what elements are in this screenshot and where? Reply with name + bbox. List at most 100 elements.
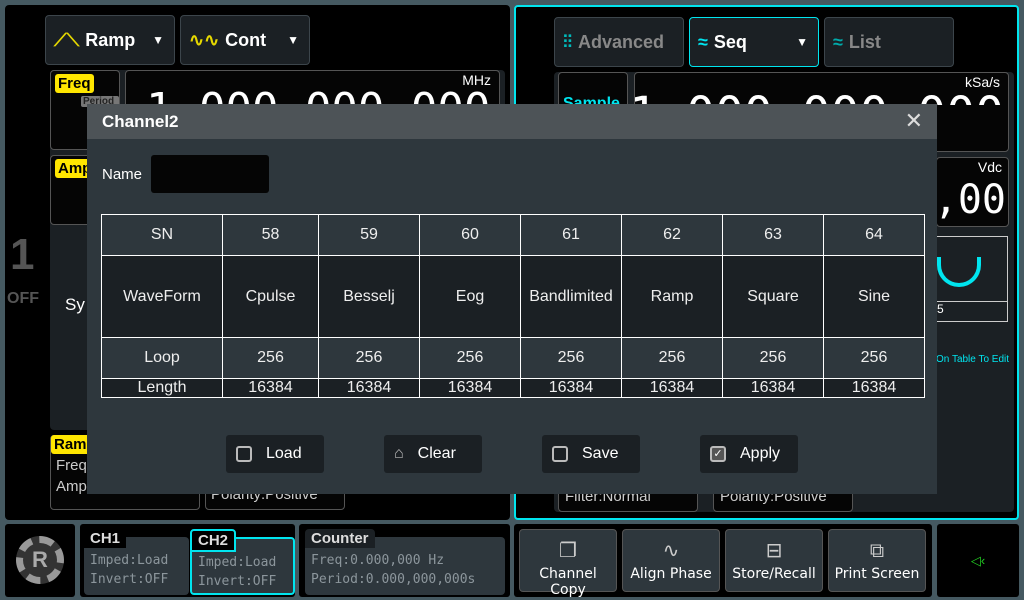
print-screen-button[interactable]: ⧉ Print Screen bbox=[828, 529, 926, 592]
table-cell[interactable]: Besselj bbox=[318, 255, 420, 338]
channel2-dialog: Channel2 ✕ Name SN 58 59 60 61 62 63 64 WaveForm C… bbox=[87, 104, 937, 494]
table-cell[interactable]: 16384 bbox=[222, 378, 319, 398]
offset-value: 0,00 bbox=[936, 178, 1006, 222]
counter-period: Period:0.000,000,000s bbox=[311, 572, 476, 587]
load-icon bbox=[236, 446, 252, 462]
print-screen-label: Print Screen bbox=[834, 566, 920, 582]
table-cell[interactable]: 256 bbox=[621, 337, 723, 379]
clear-button[interactable]: ⌂ Clear bbox=[384, 435, 482, 473]
row-header-cell: WaveForm bbox=[101, 255, 223, 338]
table-cell[interactable]: Eog bbox=[419, 255, 521, 338]
table-cell[interactable]: 16384 bbox=[823, 378, 925, 398]
table-cell[interactable]: Ramp bbox=[621, 255, 723, 338]
list-label: List bbox=[848, 31, 881, 52]
close-icon[interactable]: ✕ bbox=[904, 108, 923, 133]
row-header-cell: Loop bbox=[101, 337, 223, 379]
sample-unit: kSa/s bbox=[964, 74, 1000, 90]
channel-state[interactable]: OFF bbox=[7, 290, 39, 307]
ch1-imped: Imped:Load bbox=[90, 553, 169, 568]
ch2-tag: CH2 bbox=[190, 529, 237, 552]
table-cell[interactable]: Square bbox=[722, 255, 824, 338]
ch2-status[interactable]: CH2 Imped:Load Invert:OFF bbox=[190, 529, 295, 595]
table-cell[interactable]: 61 bbox=[520, 214, 622, 256]
align-phase-label: Align Phase bbox=[630, 566, 712, 582]
clear-label: Clear bbox=[417, 445, 456, 462]
store-recall-label: Store/Recall bbox=[732, 566, 816, 582]
table-row[interactable]: Loop 256 256 256 256 256 256 256 bbox=[101, 337, 925, 379]
seq-tab[interactable]: ≈ Seq ▼ bbox=[689, 17, 819, 67]
counter-freq: Freq:0.000,000 Hz bbox=[311, 553, 445, 568]
list-tab[interactable]: ≈ List bbox=[824, 17, 954, 67]
table-cell[interactable]: 16384 bbox=[722, 378, 824, 398]
load-label: Load bbox=[266, 445, 302, 462]
ch1-tag: CH1 bbox=[84, 529, 127, 548]
save-button[interactable]: Save bbox=[542, 435, 640, 473]
ch1-status[interactable]: CH1 Imped:Load Invert:OFF bbox=[84, 529, 189, 595]
broom-icon: ⌂ bbox=[394, 445, 404, 462]
table-cell[interactable]: 64 bbox=[823, 214, 925, 256]
mode-select[interactable]: ∿∿ Cont ▼ bbox=[180, 15, 310, 65]
store-recall-button[interactable]: ⊟ Store/Recall bbox=[725, 529, 823, 592]
gear-logo-icon: R bbox=[16, 536, 64, 584]
table-cell[interactable]: Sine bbox=[823, 255, 925, 338]
checkbox-icon: ✓ bbox=[710, 446, 726, 462]
table-cell[interactable]: 16384 bbox=[520, 378, 622, 398]
align-phase-button[interactable]: ∿ Align Phase bbox=[622, 529, 720, 592]
amp-label: Amp bbox=[55, 159, 95, 178]
logo[interactable]: R bbox=[5, 524, 75, 597]
table-cell[interactable]: 256 bbox=[318, 337, 420, 379]
edit-hint: On Table To Edit bbox=[936, 354, 1010, 365]
list-wave-icon: ≈ bbox=[833, 31, 843, 52]
table-cell[interactable]: 63 bbox=[722, 214, 824, 256]
table-cell[interactable]: 256 bbox=[722, 337, 824, 379]
table-row[interactable]: SN 58 59 60 61 62 63 64 bbox=[101, 214, 925, 256]
advanced-tab[interactable]: ⫶⫶ Advanced bbox=[554, 17, 684, 67]
dialog-header: Channel2 ✕ bbox=[87, 104, 937, 139]
waveform-select[interactable]: ⟋⟍ Ramp ▼ bbox=[45, 15, 175, 65]
table-cell[interactable]: 60 bbox=[419, 214, 521, 256]
name-input[interactable] bbox=[151, 155, 269, 193]
info-freq: Freq: bbox=[56, 457, 92, 474]
offset-display[interactable]: Vdc 0,00 bbox=[936, 157, 1009, 227]
apply-button[interactable]: ✓ Apply bbox=[700, 435, 798, 473]
table-cell[interactable]: 256 bbox=[222, 337, 319, 379]
load-button[interactable]: Load bbox=[226, 435, 324, 473]
phase-wave-icon: ∿ bbox=[662, 538, 680, 562]
sample-value: 1,000,000,000 bbox=[635, 91, 1004, 105]
counter-box: Counter Freq:0.000,000 Hz Period:0.000,000… bbox=[305, 529, 505, 595]
table-cell[interactable]: 256 bbox=[419, 337, 521, 379]
table-cell[interactable]: 16384 bbox=[318, 378, 420, 398]
dropdown-arrow-icon: ▼ bbox=[287, 33, 299, 47]
dropdown-arrow-icon: ▼ bbox=[152, 33, 164, 47]
name-label: Name bbox=[102, 166, 143, 183]
ch2-imped: Imped:Load bbox=[198, 555, 277, 570]
inbox-icon: ⊟ bbox=[765, 538, 783, 562]
seq-wave-icon: ≈ bbox=[698, 31, 708, 52]
save-label: Save bbox=[582, 445, 619, 462]
apply-label: Apply bbox=[740, 445, 781, 462]
table-cell[interactable]: 256 bbox=[520, 337, 622, 379]
table-cell[interactable]: 59 bbox=[318, 214, 420, 256]
ramp-wave-icon: ⟋⟍ bbox=[54, 29, 80, 50]
advanced-label: Advanced bbox=[578, 31, 665, 52]
channel-number: 1 bbox=[10, 230, 35, 279]
table-cell[interactable]: 16384 bbox=[621, 378, 723, 398]
table-row[interactable]: WaveForm Cpulse Besselj Eog Bandlimited Ramp S… bbox=[101, 255, 925, 338]
channel-copy-button[interactable]: ❐ Channel Copy bbox=[519, 529, 617, 598]
table-cell[interactable]: 256 bbox=[823, 337, 925, 379]
table-row[interactable]: Length 16384 16384 16384 16384 16384 16384 1638… bbox=[101, 378, 925, 398]
waveform-label: Ramp bbox=[85, 29, 136, 50]
sliders-icon: ⫶⫶ bbox=[563, 31, 572, 52]
offset-unit: Vdc bbox=[977, 159, 1002, 175]
sequence-table[interactable]: SN 58 59 60 61 62 63 64 WaveForm Cpulse Besselj Eog… bbox=[101, 214, 925, 398]
table-cell[interactable]: 62 bbox=[621, 214, 723, 256]
table-cell[interactable]: 16384 bbox=[419, 378, 521, 398]
row-header-cell: Length bbox=[101, 378, 223, 398]
waveform-preview[interactable]: 5 bbox=[936, 236, 1008, 322]
table-cell[interactable]: Cpulse bbox=[222, 255, 319, 338]
counter-panel[interactable]: Counter Freq:0.000,000 Hz Period:0.000,000… bbox=[299, 524, 510, 597]
speaker-icon[interactable]: ◁‹ bbox=[937, 524, 1019, 597]
table-cell[interactable]: Bandlimited bbox=[520, 255, 622, 338]
save-icon bbox=[552, 446, 568, 462]
table-cell[interactable]: 58 bbox=[222, 214, 319, 256]
